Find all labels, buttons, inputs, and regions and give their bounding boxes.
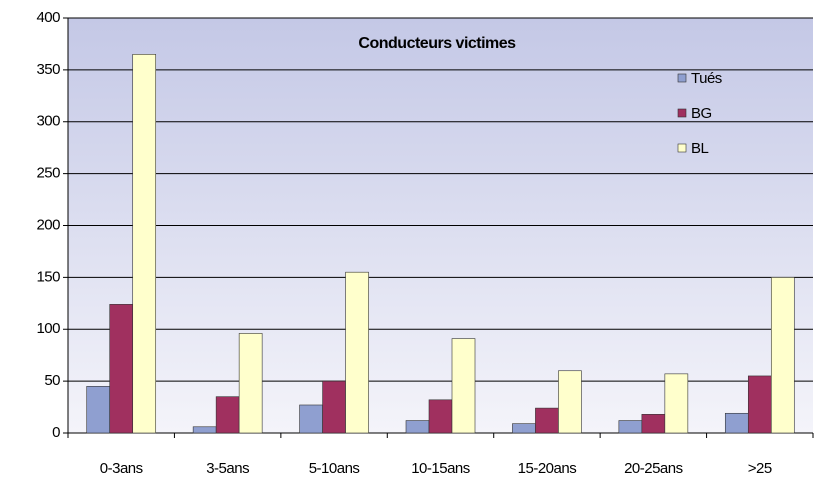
x-tick-label: 20-25ans bbox=[624, 460, 683, 477]
legend-label: Tués bbox=[691, 70, 722, 87]
y-tick-label: 50 bbox=[44, 372, 60, 389]
bar bbox=[215, 396, 240, 434]
x-tick-label: 0-3ans bbox=[100, 460, 143, 477]
y-tick-label: 150 bbox=[36, 268, 60, 285]
bar bbox=[770, 277, 795, 434]
x-tick-label: >25 bbox=[748, 460, 772, 477]
bar bbox=[747, 375, 772, 434]
chart-title: Conducteurs victimes bbox=[358, 35, 516, 52]
bar bbox=[618, 420, 643, 434]
y-tick-label: 100 bbox=[36, 320, 60, 337]
y-tick-label: 0 bbox=[52, 424, 60, 441]
bar bbox=[428, 399, 453, 434]
legend-swatch bbox=[677, 73, 687, 83]
bar bbox=[558, 370, 582, 434]
x-tick-label: 15-20ans bbox=[518, 460, 577, 477]
legend-label: BG bbox=[691, 105, 712, 122]
bar bbox=[192, 426, 217, 434]
bar bbox=[109, 304, 134, 434]
bar bbox=[299, 404, 323, 434]
x-tick-label: 5-10ans bbox=[309, 460, 360, 477]
legend-label: BL bbox=[691, 140, 709, 157]
legend-swatch bbox=[677, 108, 687, 118]
bar bbox=[535, 407, 559, 434]
legend-swatch bbox=[677, 143, 687, 153]
y-tick-label: 400 bbox=[36, 9, 60, 26]
x-tick-label: 10-15ans bbox=[411, 460, 470, 477]
bar bbox=[238, 333, 263, 434]
bar bbox=[322, 380, 346, 434]
y-tick-label: 300 bbox=[36, 113, 60, 130]
bar bbox=[451, 338, 476, 434]
bar bbox=[512, 423, 536, 434]
x-tick-label: 3-5ans bbox=[206, 460, 249, 477]
bar bbox=[664, 373, 689, 434]
bar bbox=[345, 271, 369, 434]
bar bbox=[132, 54, 157, 434]
bar bbox=[724, 412, 749, 434]
y-tick-label: 350 bbox=[36, 61, 60, 78]
y-tick-label: 200 bbox=[36, 216, 60, 233]
y-tick-label: 250 bbox=[36, 165, 60, 182]
bar bbox=[86, 386, 111, 434]
bar bbox=[641, 414, 666, 434]
bar bbox=[405, 420, 430, 434]
